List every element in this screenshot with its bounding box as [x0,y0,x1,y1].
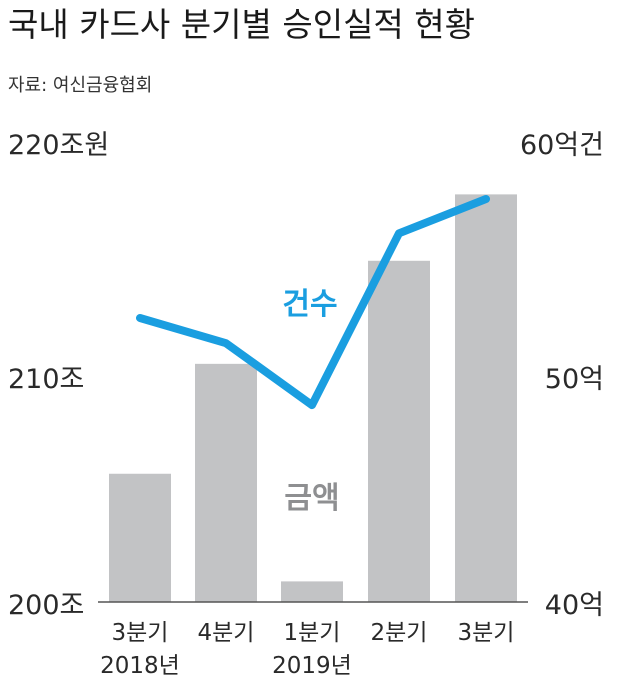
line-series-label: 건수 [282,287,337,322]
right-tick-50: 50억 [545,364,604,395]
line-series-count [136,195,490,410]
left-tick-210: 210조 [8,364,84,395]
bars-group [109,194,517,602]
bar-3 [281,581,343,602]
bar-5 [455,194,517,602]
category-quarter-1: 3분기 [112,620,169,646]
chart-source: 자료: 여신금융협회 [8,75,152,96]
bar-1 [109,473,171,602]
right-tick-40: 40억 [545,590,604,621]
category-labels: 3분기 2018년 4분기 1분기 2019년 2분기 3분기 [100,620,514,679]
bar-series-label: 금액 [284,481,339,516]
bar-4 [368,260,430,602]
right-axis-unit: 60억건 [520,130,604,161]
bar-2 [195,363,257,602]
left-tick-200: 200조 [8,590,84,621]
category-year-3: 2019년 [272,653,352,679]
left-axis-unit: 220조원 [8,130,109,161]
category-quarter-4: 2분기 [371,620,428,646]
category-quarter-5: 3분기 [458,620,515,646]
category-quarter-2: 4분기 [198,620,255,646]
chart-title: 국내 카드사 분기별 승인실적 현황 [8,5,475,44]
category-year-1: 2018년 [100,653,180,679]
category-quarter-3: 1분기 [284,620,341,646]
